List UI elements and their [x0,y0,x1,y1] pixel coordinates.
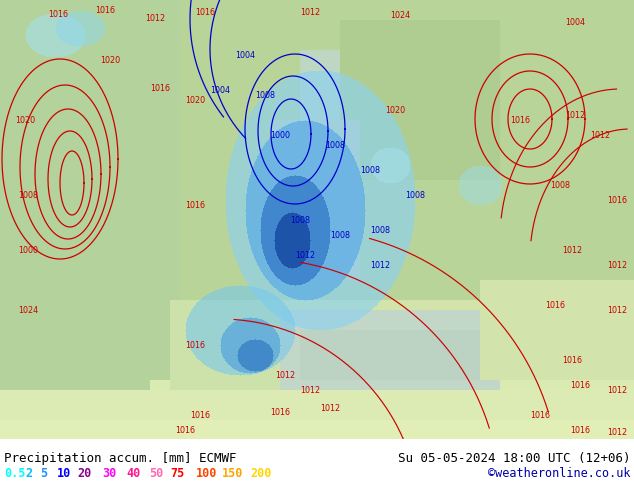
Text: 1016: 1016 [175,425,195,435]
Text: 1016: 1016 [185,341,205,349]
Text: 1012: 1012 [300,386,320,394]
Text: 1012: 1012 [295,250,315,260]
Text: 1016: 1016 [48,9,68,19]
Text: 1008: 1008 [325,141,345,149]
Text: 1024: 1024 [390,10,410,20]
Text: 2: 2 [25,467,32,480]
Text: 1012: 1012 [145,14,165,23]
Text: 1004: 1004 [210,85,230,95]
Text: 1008: 1008 [550,180,570,190]
Text: 1016: 1016 [562,356,582,365]
Text: 30: 30 [102,467,116,480]
Text: 1016: 1016 [185,200,205,210]
Text: 1016: 1016 [190,411,210,419]
Text: 1012: 1012 [607,261,627,270]
Text: 150: 150 [222,467,243,480]
Text: 1016: 1016 [570,381,590,390]
Text: 1008: 1008 [18,191,38,199]
Text: 1020: 1020 [15,116,35,124]
Text: 1024: 1024 [18,305,38,315]
Text: 1012: 1012 [275,370,295,379]
Text: 50: 50 [149,467,163,480]
Text: 40: 40 [126,467,140,480]
Text: 1020: 1020 [100,55,120,65]
Text: 1012: 1012 [370,261,390,270]
Text: 1012: 1012 [300,7,320,17]
Text: 1016: 1016 [530,411,550,419]
Text: 1016: 1016 [545,300,565,310]
Text: 1016: 1016 [607,196,627,204]
Text: 1008: 1008 [370,225,390,235]
Text: 1004: 1004 [565,18,585,26]
Text: 1008: 1008 [290,216,310,224]
Text: 75: 75 [170,467,184,480]
Text: 1000: 1000 [270,130,290,140]
Text: 0.5: 0.5 [4,467,25,480]
Text: 100: 100 [196,467,217,480]
Text: ©weatheronline.co.uk: ©weatheronline.co.uk [488,467,630,480]
Text: 1012: 1012 [590,130,610,140]
Text: 1016: 1016 [270,408,290,416]
Text: 1020: 1020 [385,105,405,115]
Text: 1012: 1012 [607,305,627,315]
Text: 1008: 1008 [330,230,350,240]
Text: 1016: 1016 [95,5,115,15]
Text: 1012: 1012 [565,111,585,120]
Text: 1012: 1012 [562,245,582,254]
Text: 20: 20 [77,467,91,480]
Text: 1000: 1000 [18,245,38,254]
Text: 1016: 1016 [150,83,170,93]
Text: 1004: 1004 [235,50,255,59]
Text: 5: 5 [40,467,47,480]
Text: 1008: 1008 [255,91,275,99]
Text: 1016: 1016 [195,7,215,17]
Text: Precipitation accum. [mm] ECMWF: Precipitation accum. [mm] ECMWF [4,452,236,465]
Text: 1016: 1016 [510,116,530,124]
Text: 10: 10 [57,467,71,480]
Text: 200: 200 [250,467,271,480]
Text: 1016: 1016 [570,425,590,435]
Text: Su 05-05-2024 18:00 UTC (12+06): Su 05-05-2024 18:00 UTC (12+06) [398,452,630,465]
Text: 1008: 1008 [360,166,380,174]
Text: 1012: 1012 [607,386,627,394]
Text: 1020: 1020 [185,96,205,104]
Text: 1012: 1012 [607,427,627,437]
Text: 1008: 1008 [405,191,425,199]
Text: 1012: 1012 [320,403,340,413]
